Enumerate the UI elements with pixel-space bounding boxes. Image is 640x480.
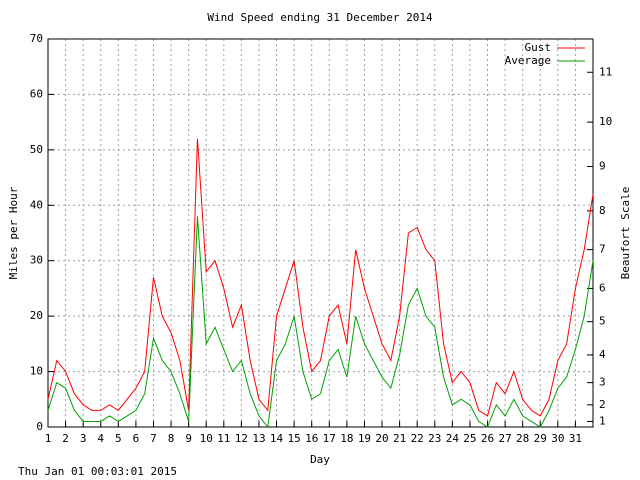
y-tick-label: 0 <box>36 420 43 433</box>
x-axis-label: Day <box>310 453 330 466</box>
x-tick-label: 23 <box>428 432 441 445</box>
x-tick-label: 30 <box>551 432 564 445</box>
x-tick-label: 13 <box>252 432 265 445</box>
x-tick-label: 16 <box>305 432 318 445</box>
x-tick-label: 18 <box>340 432 353 445</box>
legend-label: Average <box>505 54 551 67</box>
data-line <box>47 216 594 429</box>
x-tick-label: 3 <box>80 432 87 445</box>
y2-tick-label: 6 <box>599 281 606 294</box>
x-tick-label: 31 <box>569 432 582 445</box>
y-tick-label: 60 <box>30 87 43 100</box>
x-tick-label: 6 <box>133 432 140 445</box>
y-axis-label: Miles per Hour <box>7 186 20 279</box>
legend-label: Gust <box>525 41 552 54</box>
x-tick-label: 4 <box>97 432 104 445</box>
x-tick-label: 1 <box>45 432 52 445</box>
x-tick-label: 27 <box>498 432 511 445</box>
x-tick-label: 19 <box>358 432 371 445</box>
plot-frame <box>47 38 594 428</box>
y-tick-label: 20 <box>30 309 43 322</box>
y2-tick-label: 4 <box>599 348 606 361</box>
y2-tick-label: 9 <box>599 159 606 172</box>
x-tick-label: 24 <box>446 432 460 445</box>
x-tick-label: 26 <box>481 432 494 445</box>
y-tick-label: 30 <box>30 254 43 267</box>
x-tick-label: 21 <box>393 432 406 445</box>
x-tick-label: 20 <box>375 432 388 445</box>
y-tick-label: 40 <box>30 198 43 211</box>
x-tick-label: 22 <box>411 432 424 445</box>
y2-tick-label: 3 <box>599 376 606 389</box>
y2-tick-label: 2 <box>599 398 606 411</box>
x-tick-label: 12 <box>235 432 248 445</box>
y2-axis-label: Beaufort Scale <box>619 187 632 280</box>
x-tick-label: 10 <box>200 432 213 445</box>
y2-tick-label: 11 <box>599 65 612 78</box>
footer: Thu Jan 01 00:03:01 2015 <box>18 465 177 478</box>
x-tick-label: 7 <box>150 432 157 445</box>
x-tick-label: 9 <box>185 432 192 445</box>
y-tick-label: 10 <box>30 365 43 378</box>
y2-tick-label: 10 <box>599 115 612 128</box>
y-tick-label: 70 <box>30 32 43 45</box>
x-tick-label: 8 <box>168 432 175 445</box>
x-tick-label: 25 <box>463 432 476 445</box>
x-tick-label: 29 <box>534 432 547 445</box>
y2-tick-label: 8 <box>599 204 606 217</box>
y-tick-label: 50 <box>30 143 43 156</box>
chart-title: Wind Speed ending 31 December 2014 <box>207 11 433 24</box>
x-tick-label: 14 <box>270 432 284 445</box>
x-tick-label: 5 <box>115 432 122 445</box>
x-tick-label: 11 <box>217 432 230 445</box>
data-line <box>47 138 594 417</box>
y2-tick-label: 1 <box>599 414 606 427</box>
y2-tick-label: 7 <box>599 243 606 256</box>
x-tick-label: 2 <box>62 432 69 445</box>
x-tick-label: 15 <box>288 432 301 445</box>
y2-tick-label: 5 <box>599 315 606 328</box>
x-tick-label: 17 <box>323 432 336 445</box>
x-tick-label: 28 <box>516 432 529 445</box>
